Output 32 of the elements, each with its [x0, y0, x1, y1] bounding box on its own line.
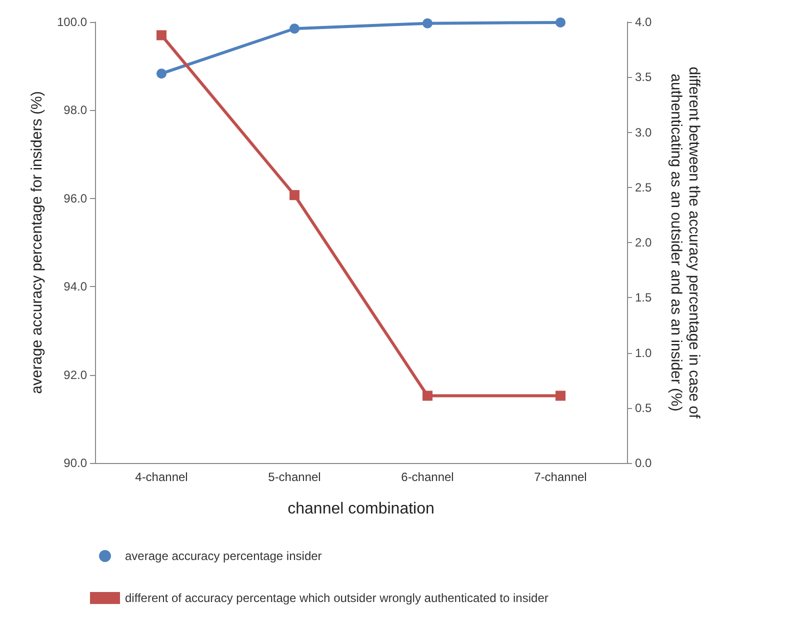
y2-tick-label: 4.0 — [635, 15, 652, 29]
y2-tick-label: 1.5 — [635, 290, 652, 305]
y-tick-label: 92.0 — [64, 368, 88, 382]
point — [156, 30, 166, 40]
y2-tick-label: 1.0 — [635, 346, 652, 360]
y2-tick-label: 0.0 — [635, 456, 652, 470]
point — [556, 390, 566, 401]
y2-tick-label: 3.0 — [635, 125, 652, 140]
point — [556, 17, 566, 28]
point — [156, 68, 166, 79]
x-axis-title: channel combination — [288, 500, 434, 518]
point — [290, 190, 300, 200]
x-tick-label: 4-channel — [135, 470, 188, 484]
x-tick-label: 6-channel — [401, 470, 454, 484]
y-axis-title: average accuracy percentage for insiders (%) — [28, 91, 46, 394]
y2-axis-title: different between the accuracy percentage in case of authenticating as an outsider and as an insider (%) — [668, 66, 702, 420]
y-tick-label: 90.0 — [64, 456, 88, 470]
y-tick-label: 100.0 — [56, 15, 88, 29]
y2-tick-label: 2.5 — [635, 180, 652, 194]
x-tick-label: 5-channel — [268, 470, 321, 484]
y-tick-label: 98.0 — [64, 103, 88, 118]
point — [422, 18, 432, 28]
y2-tick-label: 2.0 — [635, 236, 652, 250]
point — [422, 390, 432, 401]
y2-tick-label: 0.5 — [635, 400, 652, 415]
y-tick-label: 94.0 — [64, 280, 88, 294]
y-tick-label: 96.0 — [64, 191, 88, 206]
legend-label: average accuracy percentage insider — [125, 549, 322, 563]
legend-label: different of accuracy percentage which outsider wrongly authenticated to insider — [125, 591, 548, 605]
x-tick-label: 7-channel — [534, 470, 587, 484]
y2-tick-label: 3.5 — [635, 70, 652, 84]
point — [290, 24, 300, 34]
